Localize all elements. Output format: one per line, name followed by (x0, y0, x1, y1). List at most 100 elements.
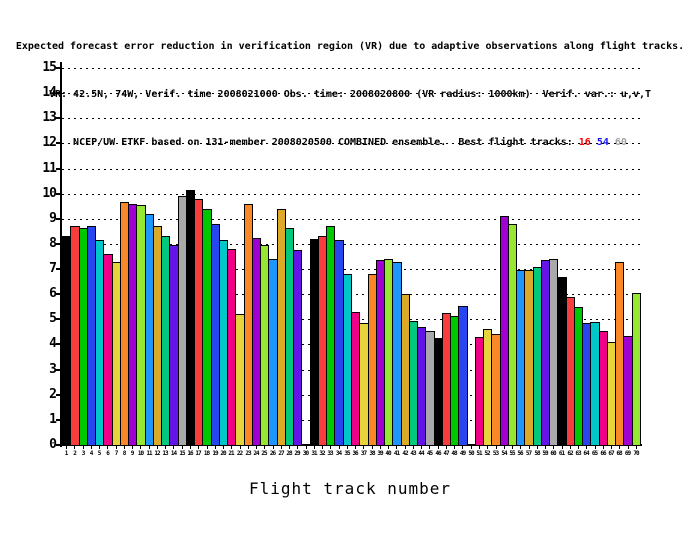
x-tick-67 (611, 446, 612, 449)
x-tick-label-29: 29 (294, 450, 300, 457)
x-tick-label-36: 36 (352, 450, 358, 457)
x-tick-21 (231, 446, 232, 449)
x-tick-23 (248, 446, 249, 449)
chart-subtitle-verification: VR: 42.5N, 74W, Verif. time 2008021000 O… (48, 89, 652, 100)
gridline-y13 (62, 118, 640, 119)
best-flight-tracks: 16 54 60 (573, 137, 627, 148)
bar-track-49 (458, 306, 468, 446)
x-tick-61 (562, 446, 563, 449)
y-axis-line (60, 62, 62, 447)
x-tick-12 (157, 446, 158, 449)
x-tick-label-2: 2 (73, 450, 77, 457)
x-tick-25 (264, 446, 265, 449)
x-tick-54 (504, 446, 505, 449)
x-tick-label-38: 38 (369, 450, 375, 457)
x-tick-48 (454, 446, 455, 449)
x-tick-label-11: 11 (146, 450, 152, 457)
x-tick-label-53: 53 (492, 450, 499, 457)
x-tick-4 (91, 446, 92, 449)
x-tick-41 (396, 446, 397, 449)
x-tick-label-5: 5 (97, 450, 102, 457)
x-tick-label-33: 33 (327, 450, 333, 457)
x-tick-label-50: 50 (468, 450, 474, 457)
x-tick-68 (619, 446, 620, 449)
y-tick-label-4: 4 (49, 336, 57, 351)
y-tick-2 (56, 394, 61, 396)
x-tick-label-57: 57 (525, 450, 532, 457)
x-tick-14 (173, 446, 174, 449)
y-tick-label-13: 13 (42, 110, 57, 125)
y-tick-label-1: 1 (49, 412, 57, 427)
y-tick-label-11: 11 (42, 161, 57, 176)
x-tick-label-40: 40 (385, 450, 391, 457)
x-tick-33 (330, 446, 331, 449)
x-tick-label-6: 6 (106, 450, 110, 457)
x-tick-label-22: 22 (236, 450, 243, 457)
x-tick-label-52: 52 (484, 450, 490, 457)
x-tick-51 (479, 446, 480, 449)
x-tick-53 (496, 446, 497, 449)
y-tick-8 (56, 243, 61, 245)
x-tick-62 (570, 446, 571, 449)
x-tick-9 (132, 446, 133, 449)
x-tick-label-8: 8 (122, 450, 127, 457)
x-tick-27 (281, 446, 282, 449)
x-tick-label-15: 15 (179, 450, 185, 457)
x-tick-44 (421, 446, 422, 449)
x-tick-57 (529, 446, 530, 449)
y-tick-label-9: 9 (49, 211, 57, 226)
x-tick-18 (207, 446, 208, 449)
x-tick-label-62: 62 (567, 450, 573, 457)
ensemble-text: NCEP/UW ETKF based on 131-member 2008020… (73, 137, 573, 148)
x-tick-8 (124, 446, 125, 449)
x-tick-5 (99, 446, 100, 449)
chart-header: Expected forecast error reduction in ver… (0, 7, 700, 167)
y-tick-9 (56, 218, 61, 220)
x-tick-34 (339, 446, 340, 449)
x-tick-label-39: 39 (377, 450, 383, 457)
x-tick-label-23: 23 (245, 450, 251, 457)
gridline-y7 (62, 269, 640, 270)
x-tick-46 (438, 446, 439, 449)
y-tick-12 (56, 142, 61, 144)
x-tick-label-41: 41 (393, 450, 400, 457)
y-tick-0 (56, 444, 61, 446)
x-tick-label-21: 21 (228, 450, 234, 457)
gridline-y8 (62, 244, 640, 245)
x-tick-label-20: 20 (220, 450, 226, 457)
x-tick-label-27: 27 (278, 450, 284, 457)
x-tick-69 (628, 446, 629, 449)
x-tick-70 (636, 446, 637, 449)
y-tick-5 (56, 318, 61, 320)
x-tick-label-16: 16 (187, 450, 193, 457)
x-tick-label-65: 65 (591, 450, 598, 457)
x-tick-label-51: 51 (476, 450, 482, 457)
x-tick-58 (537, 446, 538, 449)
x-tick-38 (372, 446, 373, 449)
x-tick-label-32: 32 (319, 450, 325, 457)
x-tick-63 (578, 446, 579, 449)
x-tick-2 (74, 446, 75, 449)
x-tick-label-44: 44 (418, 450, 424, 457)
y-tick-label-3: 3 (49, 362, 57, 377)
x-tick-39 (380, 446, 381, 449)
x-tick-40 (388, 446, 389, 449)
x-tick-42 (405, 446, 406, 449)
x-tick-47 (446, 446, 447, 449)
x-tick-36 (355, 446, 356, 449)
x-tick-label-66: 66 (600, 450, 606, 457)
x-tick-22 (240, 446, 241, 449)
y-tick-label-0: 0 (49, 437, 57, 452)
y-tick-label-15: 15 (42, 60, 57, 75)
x-tick-29 (297, 446, 298, 449)
x-tick-31 (314, 446, 315, 449)
x-tick-label-69: 69 (624, 450, 631, 457)
x-tick-label-43: 43 (410, 450, 416, 457)
x-tick-label-34: 34 (335, 450, 342, 457)
bar-track-29 (293, 250, 302, 446)
x-tick-label-4: 4 (89, 450, 94, 457)
best-track-16: 16 (573, 137, 591, 148)
x-tick-label-25: 25 (261, 450, 267, 457)
x-tick-label-17: 17 (195, 450, 201, 457)
